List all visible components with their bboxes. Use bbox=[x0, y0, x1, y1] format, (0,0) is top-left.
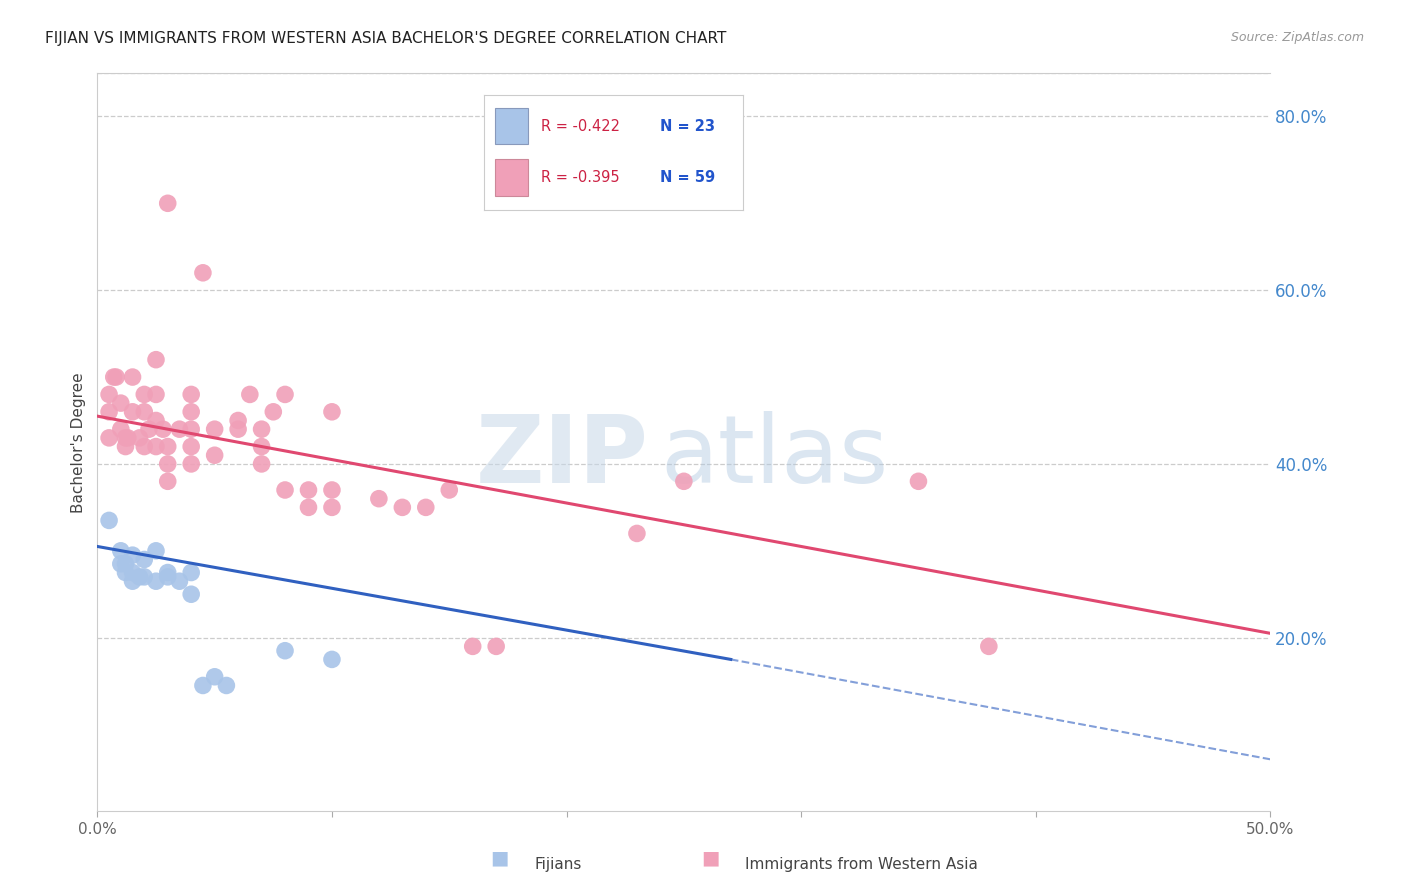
Point bbox=[180, 422, 202, 436]
Point bbox=[105, 370, 128, 384]
Point bbox=[169, 422, 191, 436]
Point bbox=[180, 440, 202, 454]
Point bbox=[110, 422, 132, 436]
Point bbox=[250, 422, 273, 436]
Point bbox=[110, 543, 132, 558]
Text: atlas: atlas bbox=[661, 411, 889, 503]
Point bbox=[145, 440, 167, 454]
Point bbox=[191, 266, 214, 280]
Point bbox=[98, 405, 121, 419]
Point bbox=[134, 440, 156, 454]
Point bbox=[156, 570, 179, 584]
Point bbox=[156, 475, 179, 489]
Point bbox=[156, 457, 179, 471]
Point bbox=[114, 557, 136, 571]
Point bbox=[145, 543, 167, 558]
Point bbox=[145, 387, 167, 401]
Point bbox=[297, 500, 319, 515]
Point bbox=[204, 670, 226, 684]
Point bbox=[134, 570, 156, 584]
Point bbox=[262, 405, 284, 419]
Y-axis label: Bachelor's Degree: Bachelor's Degree bbox=[72, 372, 86, 513]
Point bbox=[121, 370, 143, 384]
Point bbox=[98, 513, 121, 527]
Point bbox=[156, 566, 179, 580]
Point bbox=[180, 457, 202, 471]
Text: ■: ■ bbox=[489, 849, 509, 868]
Point bbox=[274, 644, 297, 658]
Point bbox=[134, 405, 156, 419]
Point bbox=[191, 678, 214, 692]
Point bbox=[121, 574, 143, 589]
Text: ZIP: ZIP bbox=[475, 411, 648, 503]
Point bbox=[134, 552, 156, 566]
Point bbox=[321, 652, 343, 666]
Point bbox=[180, 387, 202, 401]
Point bbox=[907, 475, 929, 489]
Point bbox=[180, 566, 202, 580]
Point bbox=[180, 587, 202, 601]
Point bbox=[110, 396, 132, 410]
Text: Source: ZipAtlas.com: Source: ZipAtlas.com bbox=[1230, 31, 1364, 45]
Point bbox=[415, 500, 437, 515]
Point bbox=[114, 440, 136, 454]
Point bbox=[367, 491, 389, 506]
Point bbox=[114, 431, 136, 445]
Point bbox=[321, 500, 343, 515]
Point bbox=[156, 440, 179, 454]
Point bbox=[297, 483, 319, 497]
Point bbox=[204, 422, 226, 436]
Point bbox=[152, 422, 174, 436]
Text: FIJIAN VS IMMIGRANTS FROM WESTERN ASIA BACHELOR'S DEGREE CORRELATION CHART: FIJIAN VS IMMIGRANTS FROM WESTERN ASIA B… bbox=[45, 31, 727, 46]
Point bbox=[672, 475, 695, 489]
Point bbox=[121, 405, 143, 419]
Point bbox=[156, 196, 179, 211]
Point bbox=[226, 422, 249, 436]
Point bbox=[461, 640, 484, 654]
Point bbox=[391, 500, 413, 515]
Point bbox=[145, 413, 167, 427]
Point bbox=[138, 422, 160, 436]
Point bbox=[274, 387, 297, 401]
Point bbox=[215, 678, 238, 692]
Text: ■: ■ bbox=[700, 849, 720, 868]
Point bbox=[250, 457, 273, 471]
Point bbox=[110, 557, 132, 571]
Point bbox=[98, 387, 121, 401]
Point bbox=[321, 483, 343, 497]
Point bbox=[485, 640, 508, 654]
Point bbox=[626, 526, 648, 541]
Point bbox=[98, 431, 121, 445]
Point bbox=[121, 566, 143, 580]
Point bbox=[226, 413, 249, 427]
Point bbox=[145, 574, 167, 589]
Point bbox=[103, 370, 125, 384]
Point bbox=[114, 566, 136, 580]
Point bbox=[180, 405, 202, 419]
Point bbox=[134, 387, 156, 401]
Point bbox=[128, 570, 150, 584]
Point bbox=[121, 548, 143, 562]
Point bbox=[977, 640, 1000, 654]
Point bbox=[274, 483, 297, 497]
Point bbox=[439, 483, 461, 497]
Point bbox=[321, 405, 343, 419]
Point bbox=[117, 431, 139, 445]
Point bbox=[128, 431, 150, 445]
Text: Fijians: Fijians bbox=[534, 857, 582, 872]
Point bbox=[169, 574, 191, 589]
Text: Immigrants from Western Asia: Immigrants from Western Asia bbox=[745, 857, 979, 872]
Point bbox=[204, 448, 226, 462]
Point bbox=[145, 352, 167, 367]
Point bbox=[250, 440, 273, 454]
Point bbox=[239, 387, 262, 401]
